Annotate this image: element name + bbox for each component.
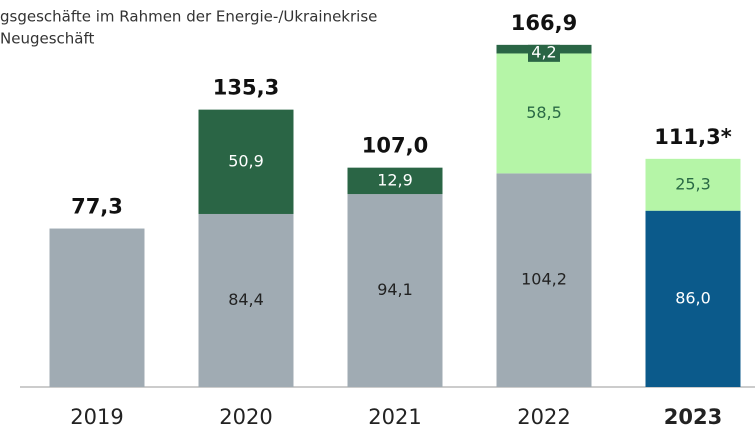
value-label: 94,1: [377, 280, 413, 299]
value-label: 58,5: [526, 103, 562, 122]
label-bg: [528, 44, 560, 62]
bar-segment: [198, 109, 294, 214]
value-label: 50,9: [228, 151, 264, 170]
x-tick-label: 2023: [664, 405, 722, 429]
x-tick-label: 2020: [219, 405, 272, 429]
total-label: 107,0: [362, 134, 428, 158]
value-label: 86,0: [675, 288, 711, 307]
total-label: 166,9: [511, 11, 577, 35]
bar-segment: [645, 210, 741, 387]
value-label: 84,4: [228, 290, 264, 309]
bar-segment: [645, 158, 741, 211]
total-label: 111,3*: [654, 125, 731, 149]
x-tick-label: 2022: [517, 405, 570, 429]
total-label: 77,3: [71, 195, 123, 219]
value-label: 104,2: [521, 270, 567, 289]
x-tick-label: 2019: [70, 405, 123, 429]
value-label: 25,3: [675, 174, 711, 193]
legend-text: gsgeschäfte im Rahmen der Energie-/Ukrai…: [0, 8, 377, 26]
bar-segment: [496, 53, 592, 174]
x-tick-label: 2021: [368, 405, 421, 429]
total-label: 135,3: [213, 76, 279, 100]
legend-text: Neugeschäft: [0, 30, 94, 48]
bar-segment: [347, 194, 443, 387]
value-label: 4,2: [531, 42, 556, 61]
bar-segment: [496, 173, 592, 387]
bar-segment: [198, 213, 294, 387]
value-label: 12,9: [377, 170, 413, 189]
bar-segment: [347, 167, 443, 195]
bar-segment: [49, 228, 145, 387]
